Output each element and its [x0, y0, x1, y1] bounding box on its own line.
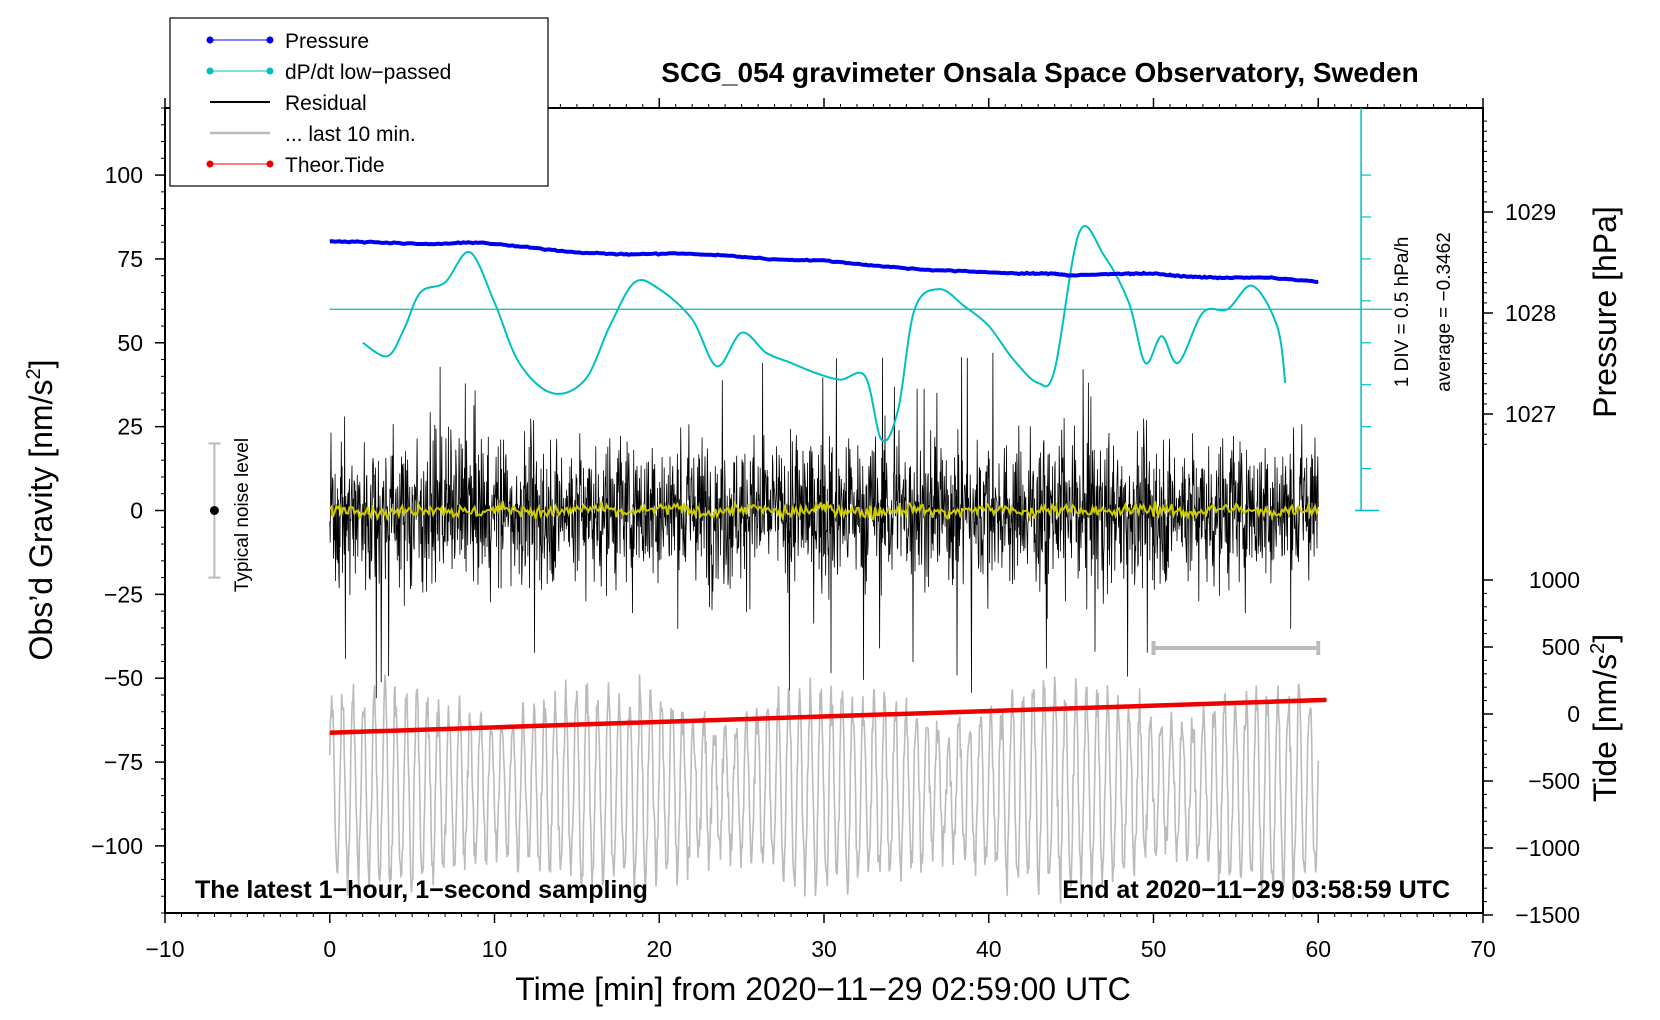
- y-axis-label-close: ]: [23, 360, 59, 369]
- y-tick-label: −50: [104, 665, 143, 691]
- x-tick-label: 40: [976, 936, 1002, 962]
- legend-label-pressure: Pressure: [285, 30, 369, 53]
- y-tick-label: −25: [104, 581, 143, 607]
- average-label: average = −0.3462: [1434, 232, 1455, 392]
- noise-label: Typical noise level: [232, 438, 253, 592]
- legend-marker-dpdt: [206, 67, 214, 75]
- tide-axis-label-sup: 2: [1587, 643, 1609, 654]
- pressure-tick-label: 1028: [1505, 300, 1556, 326]
- y-tick-label: −75: [104, 749, 143, 775]
- y-tick-label: 75: [117, 246, 143, 272]
- pressure-axis-label: Pressure [hPa]: [1587, 206, 1623, 418]
- div-label: 1 DIV = 0.5 hPa/h: [1392, 237, 1413, 388]
- legend-marker-tide: [206, 160, 214, 168]
- y-tick-label: −100: [91, 833, 143, 859]
- legend-marker-pressure-end: [266, 36, 274, 44]
- x-tick-label: 0: [323, 936, 336, 962]
- x-tick-label: 20: [646, 936, 672, 962]
- note-end-time: End at 2020−11−29 03:58:59 UTC: [1062, 876, 1450, 904]
- x-tick-label: 10: [482, 936, 508, 962]
- note-latest-hour: The latest 1−hour, 1−second sampling: [195, 876, 648, 904]
- tide-tick-label: 0: [1567, 701, 1580, 727]
- tide-series-line: [329, 697, 1327, 736]
- legend: Pressure dP/dt low−passed Residual ... l…: [169, 17, 549, 187]
- x-tick-label: 30: [811, 936, 837, 962]
- x-tick-label: 70: [1470, 936, 1496, 962]
- tick-layer: −10 0 10 20 30 40 50 60 701007550250−25−50−75−10…: [91, 98, 1580, 962]
- y-axis-label: Obs’d Gravity [nm/s2]: [23, 360, 59, 661]
- x-tick-label: 50: [1141, 936, 1167, 962]
- x-tick-label: −10: [145, 936, 184, 962]
- legend-label-dpdt: dP/dt low−passed: [285, 61, 451, 84]
- y-tick-label: 0: [130, 498, 143, 524]
- tide-tick-label: 1000: [1529, 567, 1580, 593]
- data-layer: [208, 108, 1393, 904]
- pressure-tick-label: 1027: [1505, 401, 1556, 427]
- legend-label-residual: Residual: [285, 92, 367, 115]
- residual-series-line: [329, 352, 1319, 699]
- legend-label-last10: ... last 10 min.: [285, 123, 416, 146]
- tide-tick-label: −1500: [1515, 902, 1580, 928]
- tide-tick-label: −1000: [1515, 835, 1580, 861]
- x-tick-label: 60: [1305, 936, 1331, 962]
- legend-label-tide: Theor.Tide: [285, 154, 385, 177]
- residual-smoothed-line: [329, 500, 1320, 523]
- pressure-series-line: [329, 239, 1319, 285]
- legend-marker-tide-end: [266, 160, 274, 168]
- chart-title: SCG_054 gravimeter Onsala Space Observat…: [661, 57, 1418, 88]
- legend-marker-dpdt-end: [266, 67, 274, 75]
- y-tick-label: 25: [117, 414, 143, 440]
- dpdt-series-line: [362, 225, 1287, 443]
- tide-tick-label: −500: [1528, 768, 1580, 794]
- tide-axis-label-close: ]: [1587, 634, 1623, 643]
- legend-marker-pressure: [206, 36, 214, 44]
- pressure-tick-label: 1029: [1505, 199, 1556, 225]
- y-axis-label-main: Obs’d Gravity [nm/s: [23, 380, 59, 661]
- noise-bar-center: [209, 506, 219, 515]
- x-axis-label: Time [min] from 2020−11−29 02:59:00 UTC: [515, 971, 1130, 1007]
- y-tick-label: 100: [105, 162, 143, 188]
- tide-tick-label: 500: [1542, 634, 1580, 660]
- tide-axis-label-main: Tide [nm/s: [1587, 654, 1623, 802]
- y-axis-label-sup: 2: [23, 368, 45, 379]
- last10-series-line: [329, 674, 1320, 904]
- y-tick-label: 50: [117, 330, 143, 356]
- tide-axis-label: Tide [nm/s2]: [1587, 634, 1623, 802]
